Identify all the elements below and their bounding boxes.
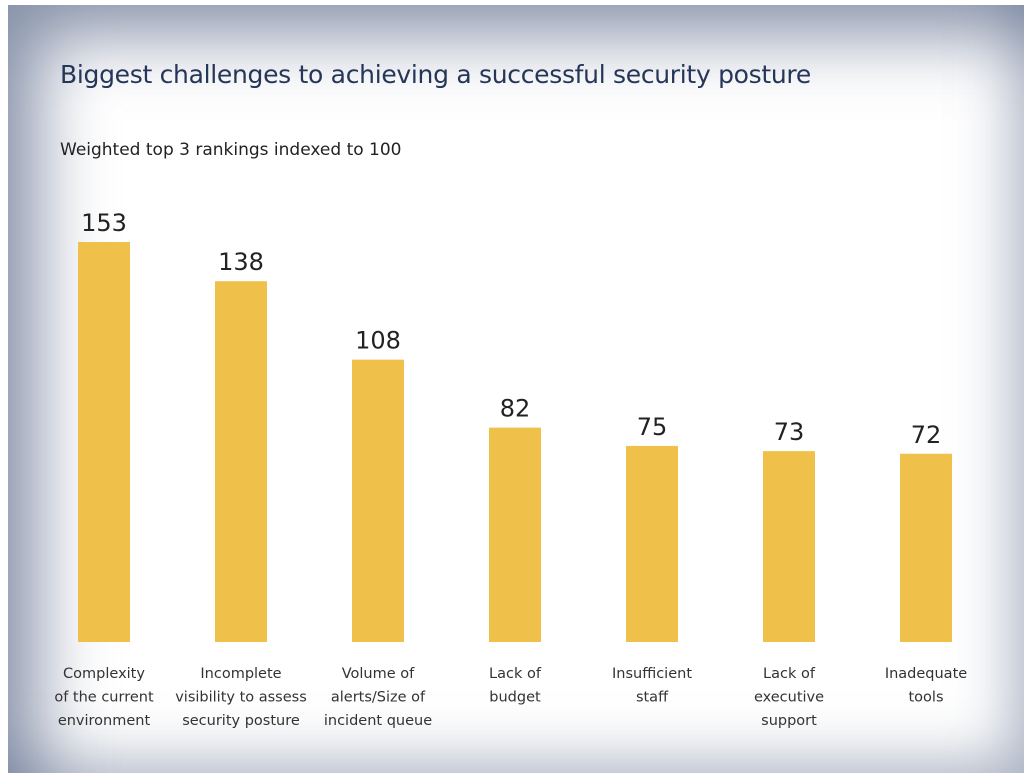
category-label: incident queue	[324, 713, 432, 729]
category-label: budget	[489, 690, 541, 706]
data-label: 138	[218, 248, 264, 276]
category-label: environment	[58, 713, 151, 729]
bar	[763, 451, 815, 642]
chart-card	[8, 5, 1024, 773]
category-label: of the current	[54, 690, 154, 706]
data-label: 82	[500, 395, 531, 423]
category-label: tools	[908, 690, 943, 706]
bar	[215, 281, 267, 642]
bar	[626, 445, 678, 642]
category-label: staff	[636, 690, 669, 706]
bar	[352, 359, 404, 642]
data-label: 72	[911, 421, 942, 449]
data-label: 108	[355, 327, 401, 355]
category-label: Complexity	[63, 666, 145, 682]
category-label: alerts/Size of	[331, 690, 426, 706]
bar	[489, 427, 541, 642]
category-label: Insufficient	[612, 666, 692, 682]
category-label: Incomplete	[200, 666, 281, 682]
data-label: 73	[774, 418, 805, 446]
data-label: 75	[637, 413, 668, 441]
category-label: Inadequate	[885, 666, 967, 682]
category-label: visibility to assess	[175, 690, 307, 706]
chart-subtitle: Weighted top 3 rankings indexed to 100	[60, 140, 402, 160]
category-label: support	[761, 713, 817, 729]
category-label: Volume of	[342, 666, 415, 682]
data-label: 153	[81, 209, 127, 237]
chart-title: Biggest challenges to achieving a succes…	[60, 60, 811, 89]
category-label: Lack of	[763, 666, 816, 682]
bar	[900, 453, 952, 642]
category-label: security posture	[182, 713, 300, 729]
category-label: executive	[754, 690, 824, 706]
category-label: Lack of	[489, 666, 542, 682]
bar	[78, 242, 130, 642]
